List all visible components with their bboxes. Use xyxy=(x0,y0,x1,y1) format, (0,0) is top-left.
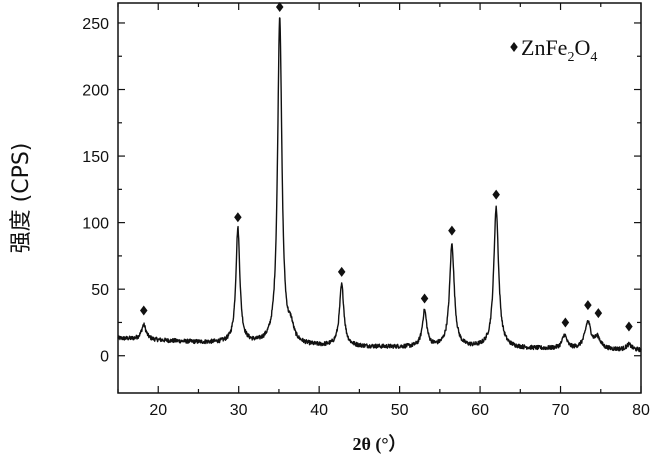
legend-label: ZnFe2O4 xyxy=(521,35,597,65)
legend-label-part: ZnFe xyxy=(521,35,567,60)
y-tick-label: 50 xyxy=(91,282,109,299)
x-tick-label: 30 xyxy=(230,402,248,419)
peak-marker-diamond xyxy=(562,317,570,327)
peak-marker-diamond xyxy=(421,293,429,303)
peak-marker-diamond xyxy=(234,212,242,222)
legend-diamond-marker xyxy=(510,42,518,52)
y-tick-label: 150 xyxy=(82,149,109,166)
y-axis-title: 强度 (CPS) xyxy=(9,143,34,254)
tick-labels-layer: 20 30 40 50 60 70 80 0 50 100 150 200 250 xyxy=(82,16,650,419)
x-tick-label: 50 xyxy=(391,402,409,419)
peak-marker-diamond xyxy=(584,300,592,310)
series-line-znfe2o4 xyxy=(118,18,641,352)
y-tick-label: 200 xyxy=(82,83,109,100)
ticks-layer xyxy=(118,3,641,393)
y-tick-label: 100 xyxy=(82,216,109,233)
y-tick-label: 0 xyxy=(100,349,109,366)
x-tick-label: 20 xyxy=(149,402,167,419)
x-tick-label: 40 xyxy=(310,402,328,419)
plot-frame xyxy=(118,3,641,393)
x-tick-label: 70 xyxy=(552,402,570,419)
x-tick-label: 60 xyxy=(471,402,489,419)
legend-label-part: O xyxy=(574,35,590,60)
peak-marker-diamond xyxy=(448,226,456,236)
peak-marker-diamond xyxy=(492,190,500,200)
peak-marker-diamond xyxy=(625,321,633,331)
y-tick-label: 250 xyxy=(82,16,109,33)
legend-label-subscript: 2 xyxy=(567,50,574,65)
legend-label-subscript: 4 xyxy=(590,50,597,65)
peak-marker-diamond xyxy=(338,267,346,277)
x-tick-label: 80 xyxy=(632,402,650,419)
peak-marker-diamond xyxy=(140,305,148,315)
peak-marker-diamond xyxy=(595,308,603,318)
legend: ZnFe2O4 xyxy=(510,35,597,65)
x-axis-title: 2θ (°） xyxy=(352,434,406,455)
